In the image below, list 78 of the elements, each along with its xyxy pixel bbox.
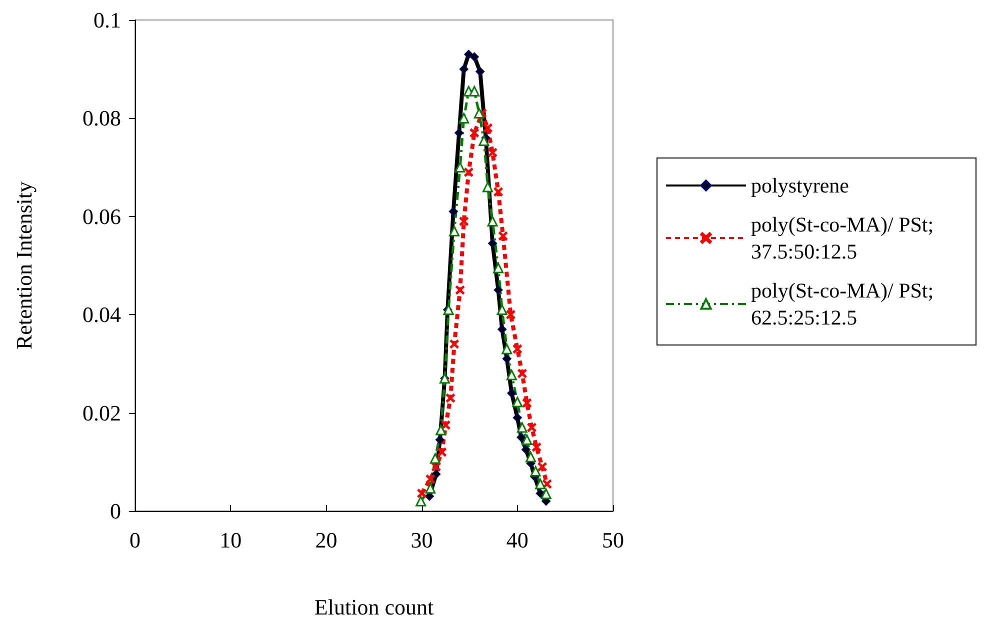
point (441, 420, 450, 430)
point (458, 112, 470, 124)
y-tick-label: 0.1 (94, 8, 121, 32)
point (450, 340, 459, 349)
point (456, 286, 465, 295)
point (426, 474, 435, 484)
point (432, 470, 441, 479)
point (502, 344, 512, 354)
point (459, 216, 468, 226)
point (522, 445, 531, 454)
y-tick-label: 0.04 (82, 302, 121, 328)
legend-label: poly(St-co-MA)/ PSt; 37.5:50:12.5 (751, 212, 939, 264)
point (454, 128, 464, 138)
point (507, 388, 516, 398)
point (536, 488, 545, 498)
point (542, 479, 552, 488)
point (483, 124, 492, 133)
point (502, 354, 512, 364)
point (522, 434, 532, 446)
point (493, 262, 504, 274)
point (436, 424, 446, 436)
point (487, 216, 498, 227)
point (498, 232, 508, 241)
point (494, 286, 503, 295)
x-tick-label: 40 (506, 528, 528, 552)
point (448, 206, 458, 216)
point (522, 398, 532, 408)
legend-label: poly(St-co-MA)/ PSt; 62.5:25:12.5 (751, 278, 939, 330)
x-tick-label: 0 (130, 528, 140, 552)
point (526, 452, 536, 462)
point (518, 369, 527, 378)
point (459, 64, 468, 74)
point (482, 182, 494, 192)
y-tick-label: 0.06 (82, 204, 121, 229)
x-tick-label: 20 (315, 528, 338, 552)
point (470, 128, 479, 138)
point (540, 488, 552, 500)
legend-label: polystyrene (751, 174, 849, 198)
point (417, 488, 426, 498)
x-axis-title: Elution count (314, 594, 434, 620)
point (538, 462, 547, 472)
point (488, 238, 498, 248)
point (416, 496, 426, 506)
point (478, 136, 490, 146)
point (506, 310, 516, 320)
point (476, 67, 485, 76)
point (488, 148, 498, 158)
point (425, 483, 436, 494)
point (512, 413, 522, 422)
point (437, 448, 446, 457)
point (527, 423, 536, 432)
point (530, 466, 541, 476)
point (474, 108, 484, 119)
point (446, 394, 455, 403)
point (449, 226, 460, 236)
point (512, 396, 523, 408)
point (516, 432, 526, 442)
y-tick-label: 0 (110, 498, 121, 524)
point (435, 435, 444, 444)
x-tick-label: 10 (220, 528, 242, 552)
point (464, 168, 474, 177)
y-axis-title: Retention Intensity (12, 181, 36, 350)
point (469, 86, 480, 96)
point (454, 162, 466, 173)
x-tick-label: 50 (602, 528, 624, 552)
point (506, 370, 517, 380)
point (470, 52, 479, 62)
y-tick-label: 0.02 (82, 400, 121, 426)
y-tick-label: 0.08 (82, 106, 121, 131)
point (498, 324, 507, 334)
point (535, 478, 546, 490)
point (496, 304, 508, 315)
x-tick-label: 30 (410, 528, 433, 552)
point (512, 344, 522, 354)
point (516, 422, 528, 433)
point (430, 453, 440, 464)
point (532, 442, 542, 452)
point (494, 187, 503, 196)
